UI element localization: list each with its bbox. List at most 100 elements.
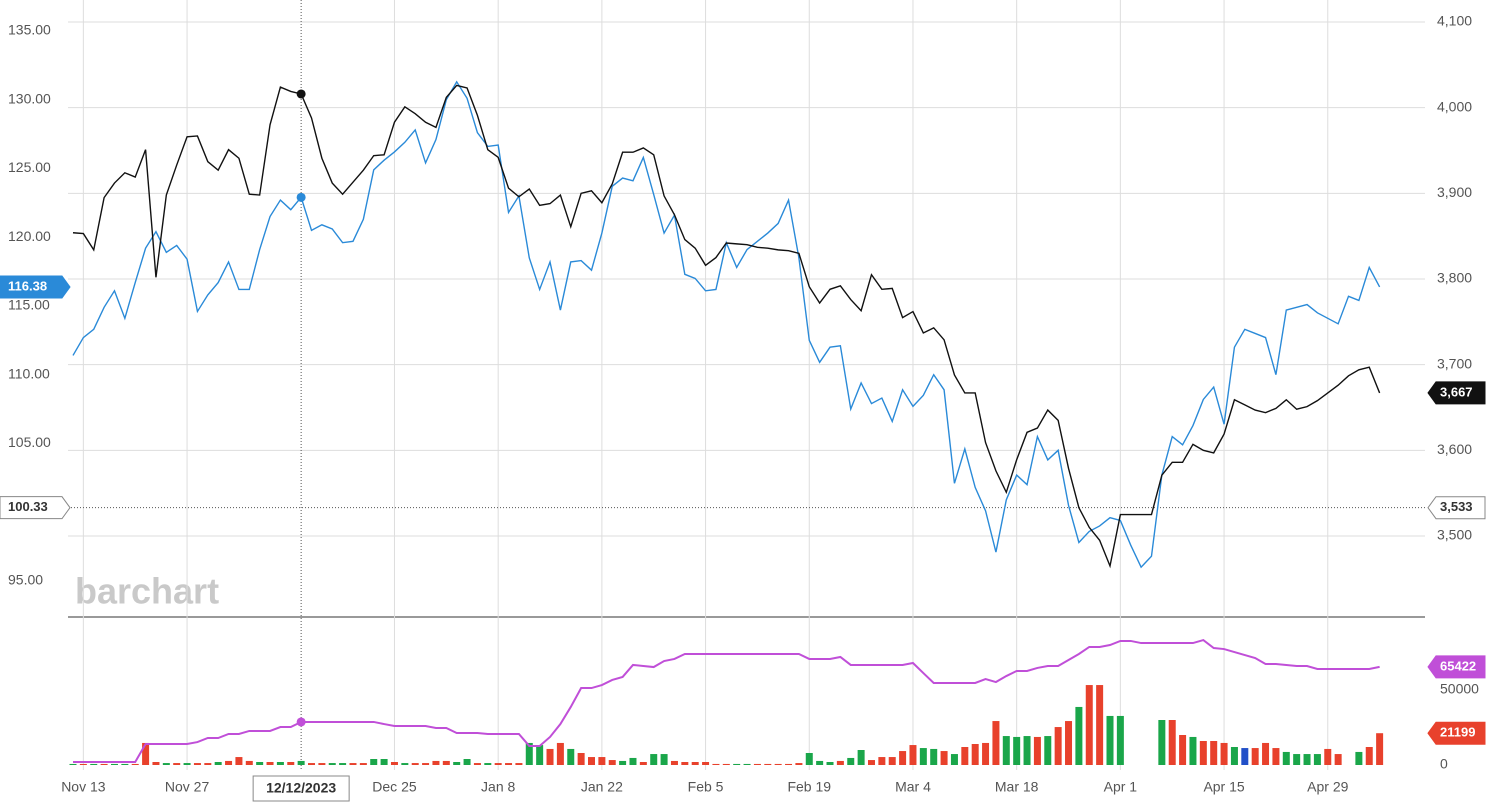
volume-bar (1282, 751, 1290, 766)
volume-bar (225, 760, 233, 766)
volume-bar (297, 760, 305, 766)
volume-bar (401, 763, 409, 766)
y2-tick-label: 4,000 (1437, 98, 1472, 114)
volume-bar (702, 762, 710, 766)
volume-bar (712, 763, 720, 766)
volume-badge-bg (1427, 721, 1486, 745)
crosshair-y-badge-bg (0, 496, 71, 520)
volume-bar (639, 762, 647, 766)
volume-bar (899, 751, 907, 766)
volume-bar (214, 762, 222, 766)
crosshair-date: 12/12/2023 (266, 780, 336, 796)
volume-bar (349, 763, 357, 766)
volume-bar (245, 760, 253, 766)
volume-bar (691, 762, 699, 766)
volume-bar (743, 763, 751, 766)
volume-bar (1168, 720, 1176, 766)
volume-bar (774, 763, 782, 766)
volume-bar (1158, 720, 1166, 766)
volume-bar (162, 763, 170, 766)
volume-bar (556, 742, 564, 766)
volume-bar (795, 763, 803, 766)
volume-bar (1054, 727, 1062, 766)
volume-bar (442, 760, 450, 766)
volume-bar (650, 754, 658, 766)
volume-bar (110, 763, 118, 766)
volume-bar (670, 760, 678, 766)
y2-tick-label: 3,500 (1437, 527, 1472, 543)
x-tick-label: Feb 19 (787, 779, 831, 795)
volume-bar (753, 763, 761, 766)
volume-bar (1023, 736, 1031, 766)
y-tick-label: 115.00 (8, 297, 50, 313)
y-tick-label: 110.00 (8, 365, 50, 381)
volume-bar (173, 763, 181, 766)
volume-bar (577, 753, 585, 766)
y-tick-label: 125.00 (8, 159, 51, 175)
volume-bar (598, 757, 606, 766)
volume-bar (183, 763, 191, 766)
volume-bar (619, 760, 627, 766)
y2-tick-label: 3,900 (1437, 184, 1472, 200)
volume-bar (982, 742, 990, 766)
volume-tick-label: 50000 (1440, 681, 1479, 697)
y2-tick-label: 3,600 (1437, 441, 1472, 457)
crosshair-y2-badge: 3,533 (1440, 499, 1473, 514)
open-interest-badge-bg (1427, 655, 1486, 679)
volume-bar (1210, 741, 1218, 766)
volume-bar (629, 757, 637, 766)
volume-bar (1085, 685, 1093, 766)
y-tick-label: 120.00 (8, 228, 51, 244)
volume-bar (919, 748, 927, 766)
volume-bar (971, 744, 979, 766)
volume-bar (816, 760, 824, 766)
crosshair-y-badge: 100.33 (8, 499, 48, 514)
volume-bar (909, 745, 917, 766)
volume-bar (370, 759, 378, 766)
volume-bar (805, 753, 813, 766)
x-tick-label: Nov 13 (61, 779, 106, 795)
volume-bar (950, 754, 958, 766)
volume-bar (878, 757, 886, 766)
crosshair-date-bg (252, 775, 350, 802)
volume-bar (567, 748, 575, 766)
volume-bar (867, 760, 875, 766)
y-tick-label: 135.00 (8, 22, 51, 38)
volume-bar (1013, 736, 1021, 766)
volume-bar (1199, 741, 1207, 766)
volume-bar (204, 763, 212, 766)
volume-bar (1272, 748, 1280, 766)
volume-bar (1220, 742, 1228, 766)
volume-bar (339, 763, 347, 766)
volume-bar (1334, 754, 1342, 766)
last-value-badge-bg (0, 275, 71, 299)
volume-bar (473, 763, 481, 766)
volume-bar (422, 763, 430, 766)
volume-bar (847, 757, 855, 766)
volume-bar (930, 748, 938, 766)
volume-bar (152, 762, 160, 766)
volume-bar (1044, 736, 1052, 766)
volume-bar (193, 763, 201, 766)
volume-bar (79, 763, 87, 766)
open-interest-badge: 65422 (1440, 658, 1476, 673)
volume-bar (1179, 735, 1187, 766)
volume-bar (1324, 748, 1332, 766)
price-line (72, 80, 1381, 569)
volume-bar (961, 747, 969, 766)
x-tick-label: Jan 22 (581, 779, 623, 795)
volume-bar (256, 762, 264, 766)
x-tick-label: Mar 4 (895, 779, 931, 795)
last-value-badge: 116.38 (8, 278, 47, 293)
crosshair-dot (296, 192, 306, 202)
volume-bar (992, 721, 1000, 766)
volume-bar (940, 751, 948, 766)
x-tick-label: Apr 1 (1104, 779, 1138, 795)
volume-bar (1293, 754, 1301, 766)
volume-bar (100, 763, 108, 766)
volume-bar (453, 762, 461, 766)
volume-bar (411, 763, 419, 766)
volume-bar (1033, 736, 1041, 766)
price-line (72, 84, 1381, 569)
